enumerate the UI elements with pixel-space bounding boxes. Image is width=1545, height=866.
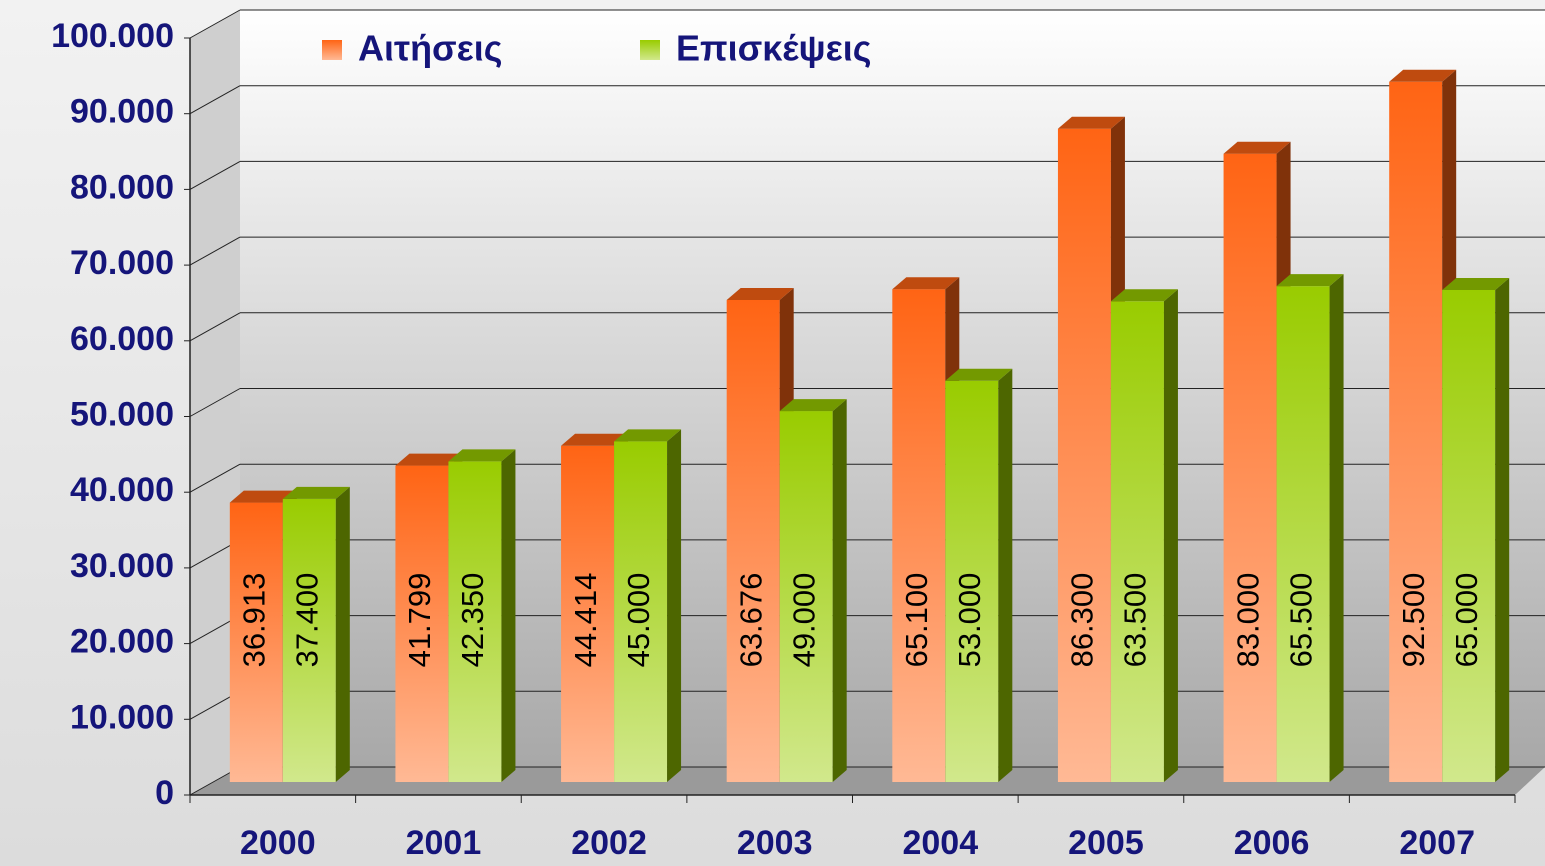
bar <box>1389 81 1443 782</box>
grid-line-side <box>189 160 241 190</box>
value-label: 65.000 <box>1449 573 1484 668</box>
bar <box>779 411 833 782</box>
y-tick-label: 50.000 <box>70 395 174 433</box>
bar-side <box>1495 277 1510 782</box>
bar <box>448 461 502 782</box>
bar-side <box>335 486 350 782</box>
bar-top <box>448 449 516 462</box>
bar-top <box>1223 141 1291 154</box>
bar-top <box>1110 289 1178 302</box>
y-tick-label: 90.000 <box>70 93 174 131</box>
value-label: 83.000 <box>1230 573 1265 668</box>
bar-top <box>945 368 1013 381</box>
value-label: 86.300 <box>1065 573 1100 668</box>
bar <box>1057 128 1111 783</box>
x-tick-label: 2006 <box>1234 824 1310 862</box>
bar <box>945 380 999 782</box>
y-tick-label: 10.000 <box>70 698 174 736</box>
bar-top <box>892 277 960 290</box>
grid-line-side <box>189 388 241 417</box>
x-tick-label: 2003 <box>737 824 813 862</box>
value-label: 37.400 <box>290 573 325 668</box>
grid-line-side <box>189 236 241 266</box>
bar <box>561 445 615 782</box>
legend-swatch <box>322 40 342 60</box>
value-label: 92.500 <box>1396 573 1431 668</box>
grid-line-side <box>189 463 241 493</box>
grid-line-side <box>189 312 241 342</box>
bar <box>1276 286 1330 782</box>
value-label: 44.414 <box>568 573 603 668</box>
bar-top <box>395 453 463 466</box>
bar-top <box>614 429 682 442</box>
value-label: 45.000 <box>621 573 656 668</box>
y-tick-label: 0 <box>155 774 174 812</box>
value-label: 65.500 <box>1283 573 1318 668</box>
bar-top <box>1057 116 1125 129</box>
bar <box>395 465 449 782</box>
value-label: 63.676 <box>733 573 768 668</box>
y-tick-label: 80.000 <box>70 168 174 206</box>
grid-line-side <box>189 9 241 39</box>
value-label: 36.913 <box>237 573 272 668</box>
x-tick-label: 2000 <box>240 824 316 862</box>
y-tick-label: 30.000 <box>70 547 174 585</box>
legend-swatch <box>640 40 660 60</box>
y-tick-label: 100.000 <box>51 17 174 55</box>
legend-label: Επισκέψεις <box>676 28 871 69</box>
bar-side <box>1163 289 1178 782</box>
bar-top <box>726 287 794 300</box>
bar-side <box>501 449 516 782</box>
value-label: 41.799 <box>402 573 437 668</box>
y-tick-label: 40.000 <box>70 471 174 509</box>
bar-top <box>229 490 297 503</box>
x-tick-label: 2002 <box>571 824 647 862</box>
bar <box>1442 289 1496 782</box>
bar-side <box>832 399 847 782</box>
legend-label: Αιτήσεις <box>358 28 503 69</box>
value-label: 49.000 <box>786 573 821 668</box>
bar-top <box>1276 274 1344 287</box>
bar <box>726 299 780 782</box>
bar-side <box>667 429 682 782</box>
value-label: 42.350 <box>455 573 490 668</box>
x-tick-label: 2005 <box>1068 824 1144 862</box>
grid-line-side <box>189 85 241 115</box>
x-tick-label: 2007 <box>1399 824 1475 862</box>
bar-top <box>282 486 350 499</box>
bar-top <box>1442 277 1510 290</box>
y-tick-label: 20.000 <box>70 623 174 661</box>
y-tick-label: 60.000 <box>70 320 174 358</box>
bar-top <box>779 399 847 412</box>
x-tick-label: 2001 <box>406 824 482 862</box>
floor <box>190 767 1545 795</box>
bar <box>614 441 668 782</box>
bar-side <box>1329 274 1344 782</box>
bar <box>282 498 336 782</box>
bar <box>1110 301 1164 782</box>
value-label: 53.000 <box>952 573 987 668</box>
bar <box>892 289 946 782</box>
bar <box>1223 153 1277 782</box>
bar-top <box>561 433 629 446</box>
bar-side <box>998 368 1013 782</box>
y-tick-label: 70.000 <box>70 244 174 282</box>
bar-top <box>1389 69 1457 82</box>
value-label: 63.500 <box>1118 573 1153 668</box>
x-tick-label: 2004 <box>902 824 978 862</box>
value-label: 65.100 <box>899 573 934 668</box>
bar <box>229 502 283 782</box>
